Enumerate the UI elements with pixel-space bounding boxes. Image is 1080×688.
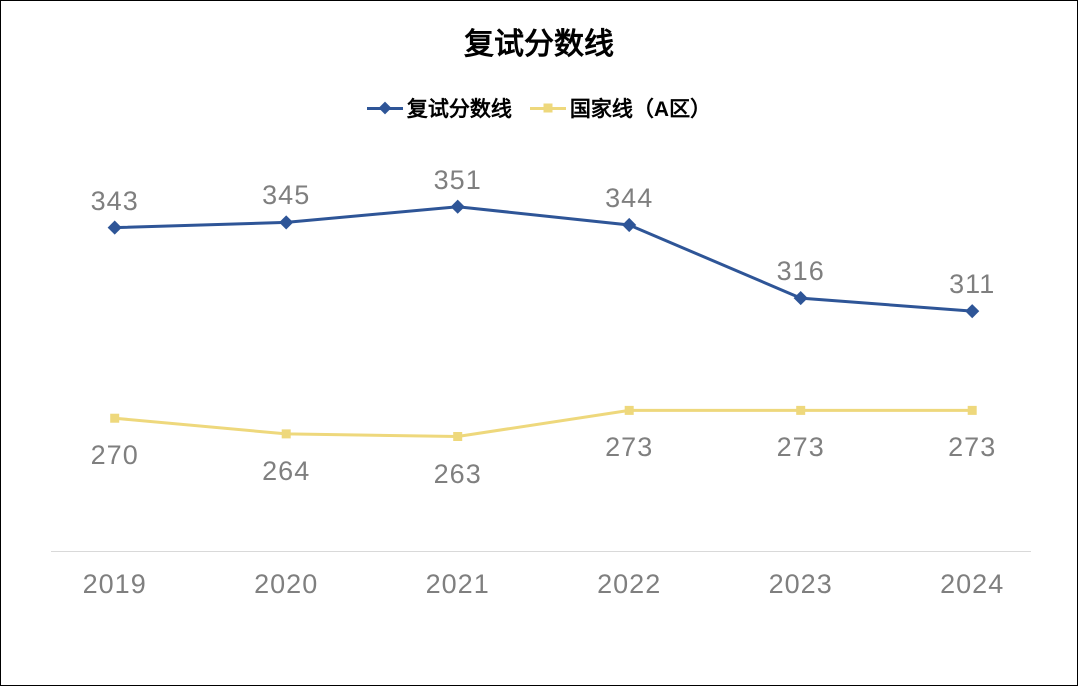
data-marker — [968, 406, 977, 415]
data-label: 351 — [434, 165, 482, 196]
chart-title: 复试分数线 — [1, 19, 1077, 63]
diamond-icon — [379, 102, 392, 115]
data-marker — [451, 200, 465, 214]
plot-area: 2019 2020 2021 2022 2023 2024 343 345 351 344 316 3… — [51, 131, 1031, 601]
series-line-1 — [115, 410, 973, 436]
legend-swatch-series1 — [367, 107, 403, 110]
x-axis-label: 2022 — [597, 569, 661, 600]
x-axis-label: 2024 — [940, 569, 1004, 600]
data-marker — [282, 429, 291, 438]
data-label: 273 — [948, 432, 996, 463]
data-label: 264 — [262, 456, 310, 487]
data-marker — [625, 406, 634, 415]
legend-item-series1: 复试分数线 — [367, 93, 512, 123]
legend-swatch-series2 — [530, 107, 566, 110]
legend: 复试分数线 国家线（A区） — [1, 93, 1077, 123]
data-label: 344 — [605, 183, 653, 214]
x-axis-label: 2023 — [769, 569, 833, 600]
data-marker — [965, 304, 979, 318]
legend-label-series2: 国家线（A区） — [570, 93, 711, 123]
data-marker — [622, 218, 636, 232]
data-marker — [279, 215, 293, 229]
data-label: 273 — [777, 432, 825, 463]
chart-svg — [51, 131, 1031, 601]
x-axis-label: 2020 — [254, 569, 318, 600]
chart-container: 复试分数线 复试分数线 国家线（A区） 2019 2020 2021 2022 2023… — [0, 0, 1078, 686]
data-marker — [110, 414, 119, 423]
data-marker — [796, 406, 805, 415]
data-label: 273 — [605, 432, 653, 463]
legend-item-series2: 国家线（A区） — [530, 93, 711, 123]
series-line-0 — [115, 207, 973, 311]
data-marker — [453, 432, 462, 441]
data-label: 311 — [949, 269, 995, 300]
x-axis-label: 2021 — [426, 569, 490, 600]
x-axis-line — [51, 551, 1031, 552]
data-label: 345 — [262, 180, 310, 211]
data-label: 343 — [91, 186, 139, 217]
x-axis-label: 2019 — [83, 569, 147, 600]
legend-label-series1: 复试分数线 — [407, 93, 512, 123]
data-label: 263 — [434, 459, 482, 490]
square-icon — [543, 104, 552, 113]
data-label: 270 — [91, 440, 139, 471]
data-marker — [794, 291, 808, 305]
data-marker — [108, 221, 122, 235]
data-label: 316 — [777, 256, 825, 287]
